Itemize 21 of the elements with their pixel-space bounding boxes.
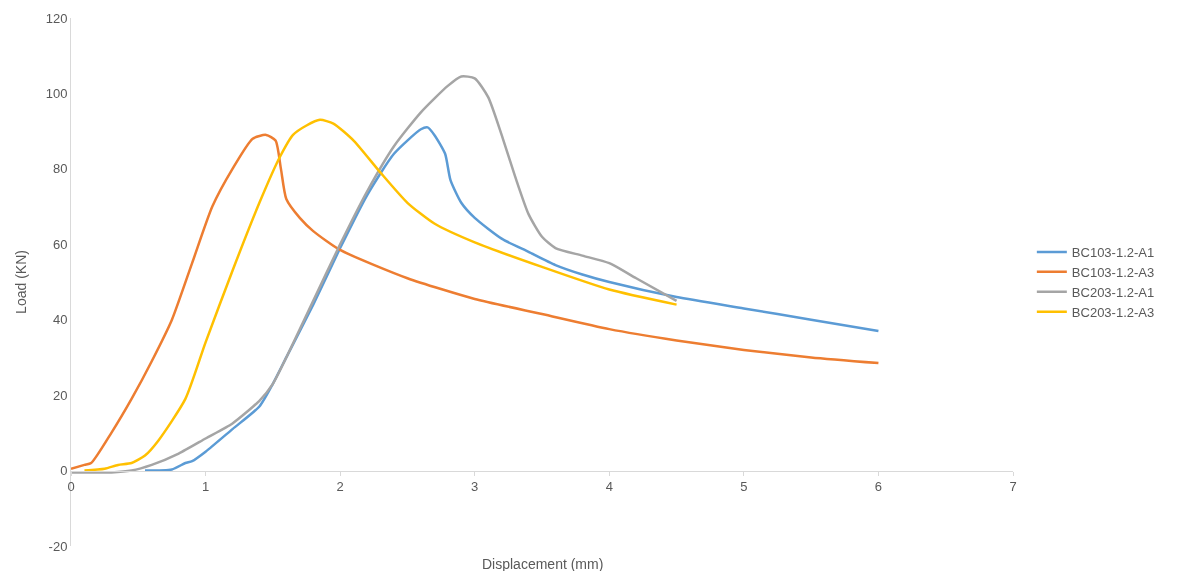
y-tick-label: 20 xyxy=(52,387,68,403)
x-tick-label: 1 xyxy=(201,479,210,495)
y-tick-label: 60 xyxy=(52,236,68,252)
x-tick-label: 5 xyxy=(740,479,748,495)
y-tick-label: -20 xyxy=(48,538,68,554)
x-tick-label: 4 xyxy=(605,479,613,495)
legend-label: BC203-1.2-A3 xyxy=(1071,304,1155,320)
y-tick-label: 0 xyxy=(60,463,68,479)
x-tick-label: 3 xyxy=(471,479,479,495)
legend-label: BC103-1.2-A3 xyxy=(1071,264,1155,280)
y-axis-title: Load (KN) xyxy=(13,250,30,314)
legend-label: BC203-1.2-A1 xyxy=(1071,284,1155,300)
x-tick-label: 7 xyxy=(1009,479,1017,495)
y-tick-label: 100 xyxy=(45,85,68,101)
x-tick-label: 6 xyxy=(874,479,883,495)
x-axis-title: Displacement (mm) xyxy=(482,556,604,571)
y-tick-label: 40 xyxy=(52,312,68,328)
y-tick-label: 80 xyxy=(52,161,68,177)
legend-label: BC103-1.2-A1 xyxy=(1071,245,1155,261)
y-tick-label: 120 xyxy=(45,10,68,26)
x-tick-label: 2 xyxy=(336,479,344,495)
